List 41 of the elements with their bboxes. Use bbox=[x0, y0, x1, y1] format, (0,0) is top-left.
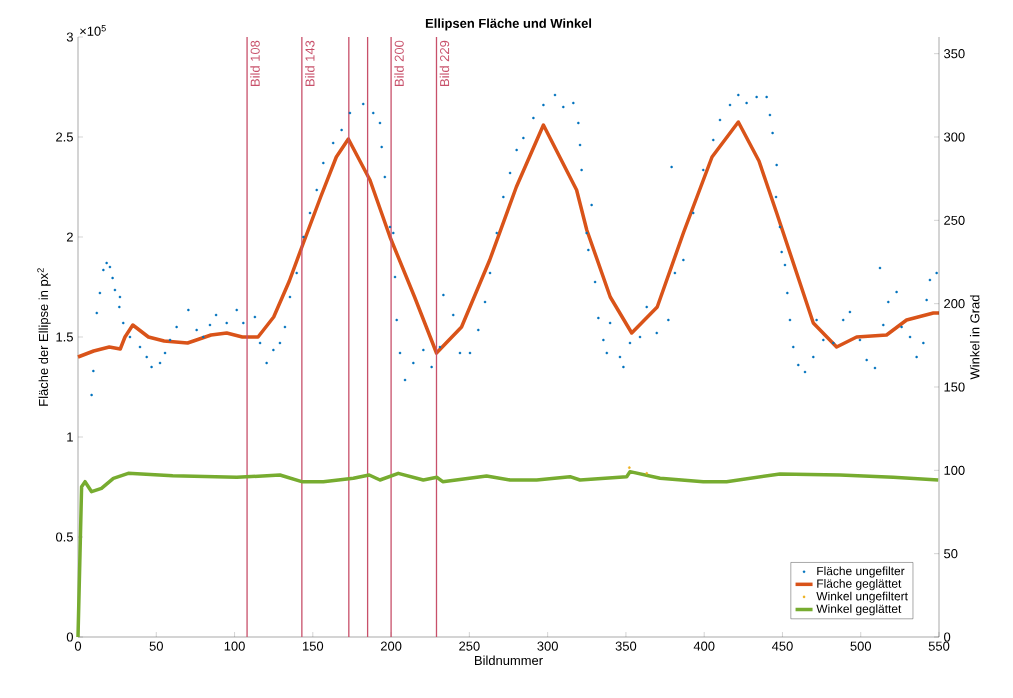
x-tick-label: 550 bbox=[928, 641, 950, 651]
y2-tick-label: 350 bbox=[944, 49, 965, 59]
y2-tick-label: 300 bbox=[944, 132, 965, 142]
x-tick-label: 450 bbox=[771, 641, 793, 651]
ref-line-label: Bild 229 bbox=[439, 40, 450, 86]
x-tick-label: 300 bbox=[537, 641, 558, 651]
y2-tick-label: 100 bbox=[944, 465, 965, 475]
legend-label: Fläche ungefilter bbox=[817, 566, 905, 578]
y2-tick-label: 200 bbox=[944, 299, 965, 309]
y-tick-label: 3 bbox=[66, 32, 73, 42]
x-tick-label: 200 bbox=[380, 641, 402, 651]
y-tick-label: 2.5 bbox=[56, 132, 73, 142]
y2-tick-label: 0 bbox=[944, 632, 951, 642]
y-tick-label: 0.5 bbox=[55, 532, 73, 542]
x-axis-title: Bildnummer bbox=[475, 655, 543, 666]
ref-line-label: Bild 143 bbox=[305, 40, 315, 86]
x-tick-label: 100 bbox=[224, 641, 245, 651]
ref-line-label: Bild 108 bbox=[250, 40, 260, 86]
x-tick-label: 150 bbox=[303, 641, 324, 651]
legend-label: Winkel geglättet bbox=[816, 604, 902, 616]
text: ×10$^{5}$ bbox=[80, 25, 106, 36]
x-tick-label: 350 bbox=[615, 641, 637, 651]
y-axis-title: Fläche der Ellipse in px$^{2}$ bbox=[37, 268, 51, 406]
legend-label: Winkel ungefiltert bbox=[816, 591, 908, 603]
ref-line-label: Bild 200 bbox=[394, 40, 404, 86]
legend-label: Fläche geglättet bbox=[817, 579, 902, 591]
x-tick-label: 400 bbox=[693, 641, 715, 651]
y2-tick-label: 250 bbox=[944, 215, 965, 225]
line-series bbox=[76, 120, 941, 359]
y-tick-label: 2 bbox=[66, 232, 73, 242]
x-tick-label: 500 bbox=[850, 641, 872, 651]
y-tick-label: 1.5 bbox=[56, 332, 73, 342]
chart-title: Ellipsen Fläche und Winkel bbox=[425, 18, 592, 31]
x-tick-label: 50 bbox=[149, 641, 163, 651]
y-tick-label: 1 bbox=[67, 432, 73, 442]
x-tick-label: 0 bbox=[74, 641, 82, 651]
y2-axis-title: Winkel in Grad bbox=[969, 295, 980, 380]
y2-tick-label: 150 bbox=[944, 382, 965, 392]
y2-tick-label: 50 bbox=[944, 549, 958, 559]
y-tick-label: 0 bbox=[66, 632, 73, 642]
x-tick-label: 250 bbox=[459, 641, 480, 651]
